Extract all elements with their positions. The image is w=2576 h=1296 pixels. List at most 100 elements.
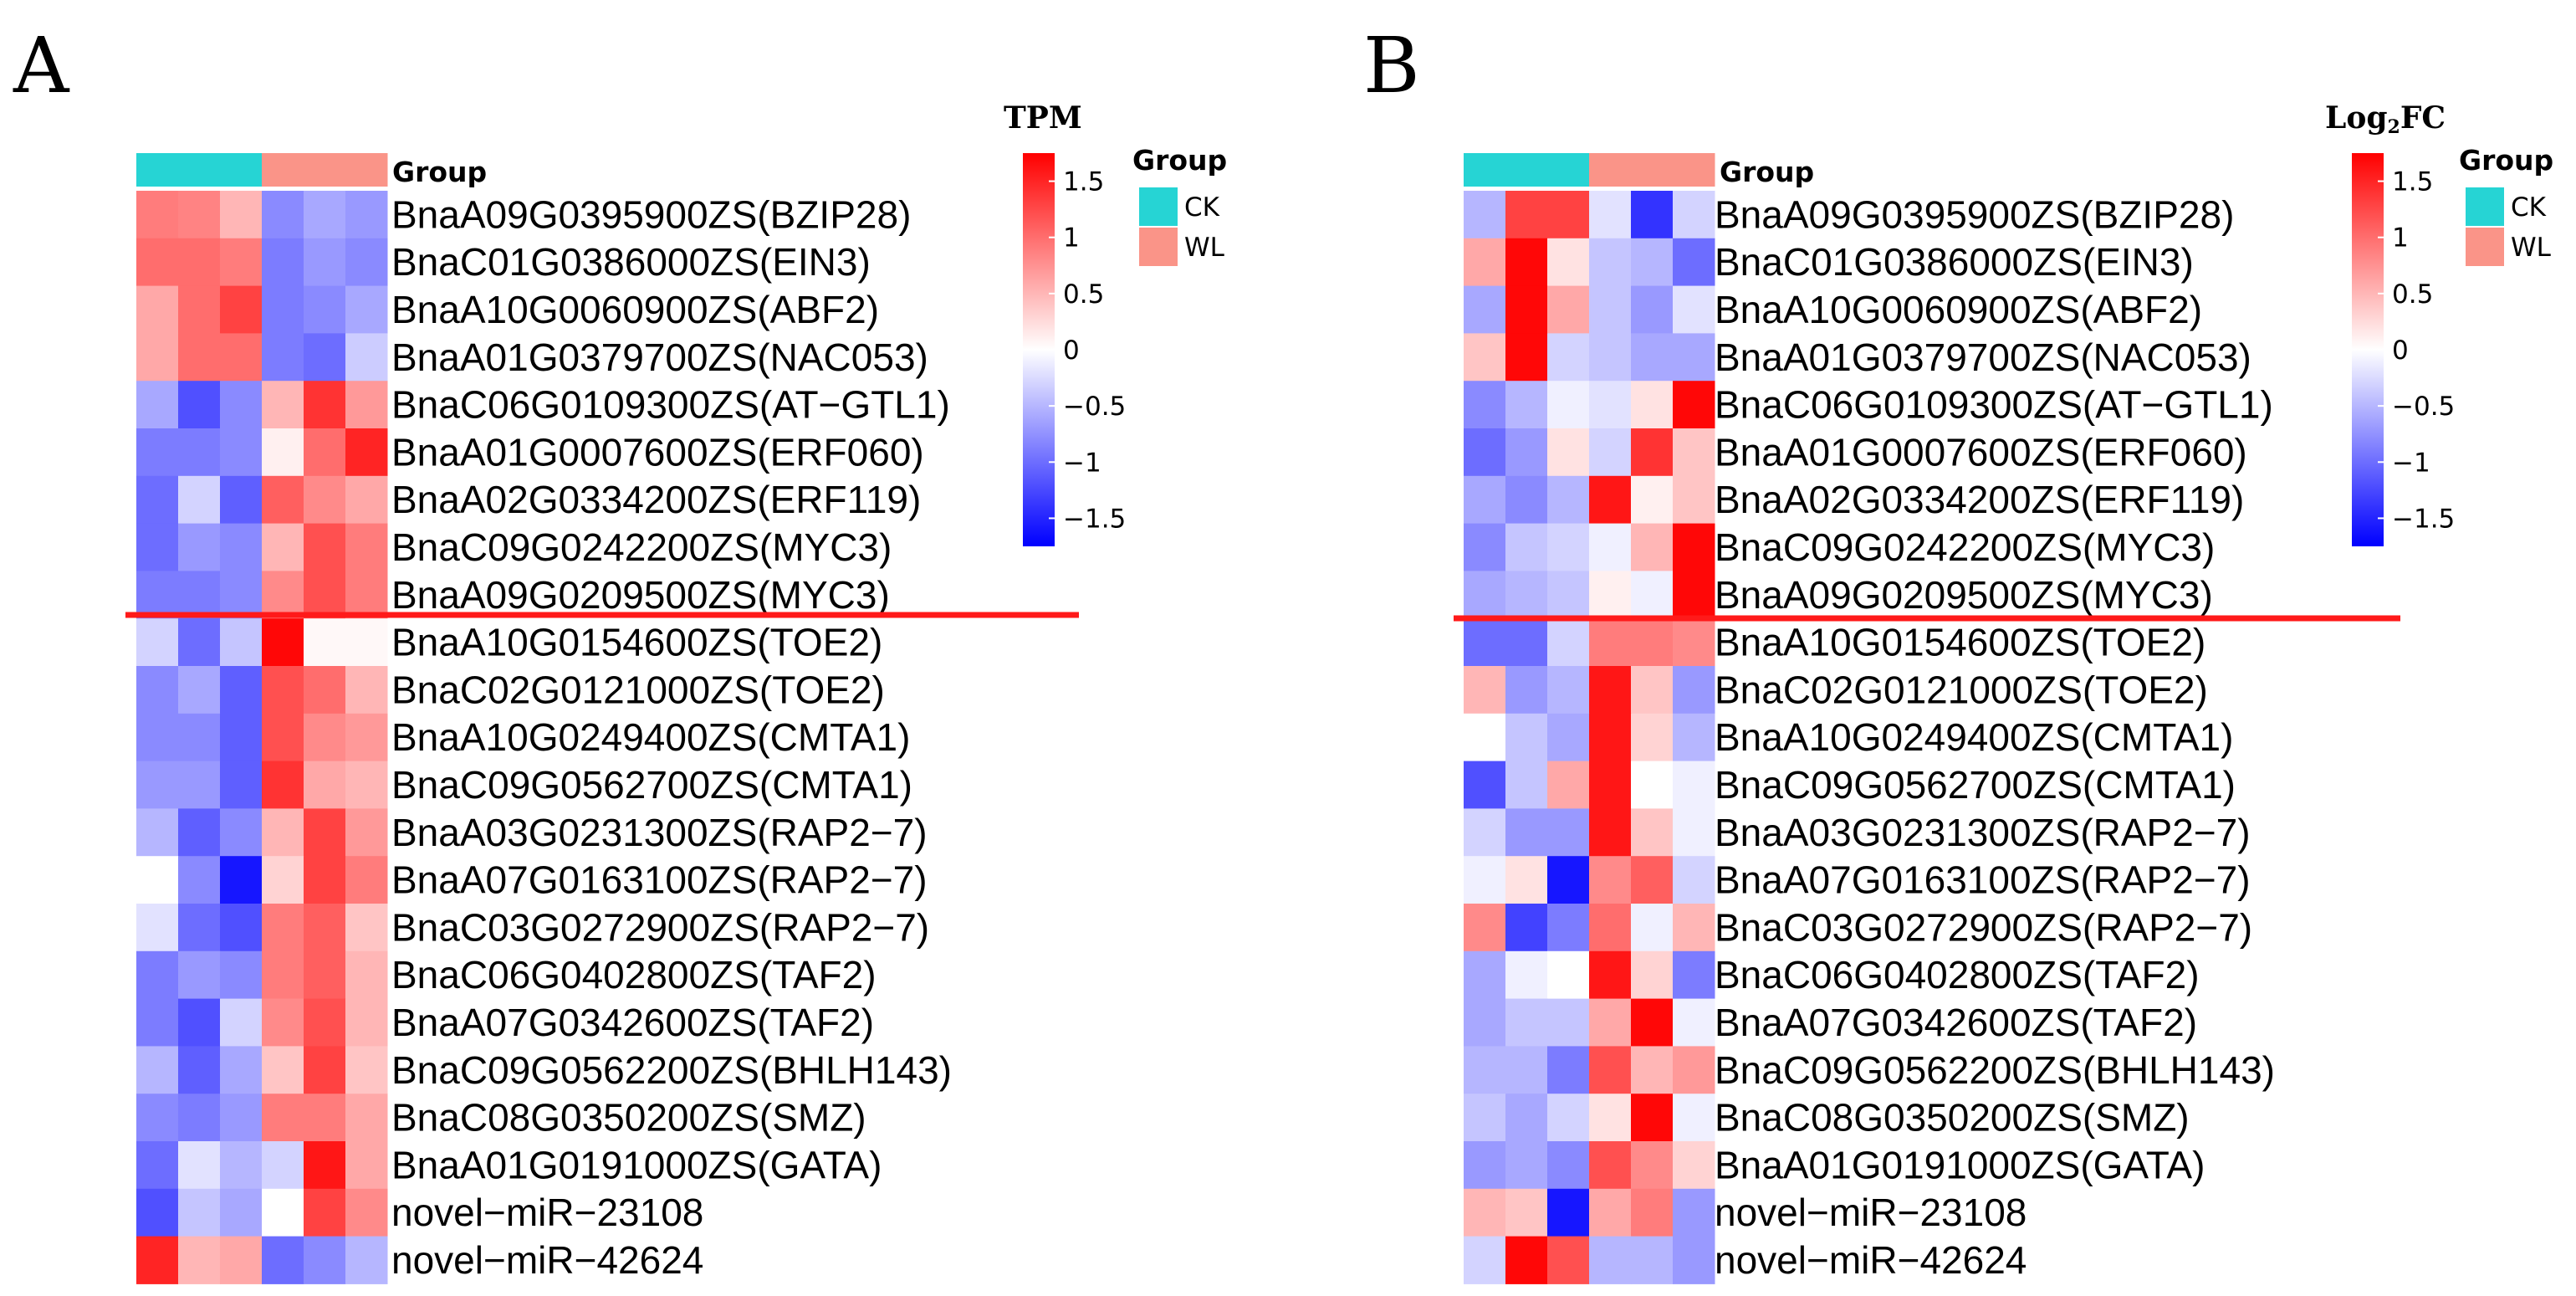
heatmap-cell (262, 618, 304, 667)
heatmap-cell (1547, 808, 1590, 857)
heatmap-cell (220, 428, 263, 477)
heatmap-cell (1547, 1188, 1590, 1237)
heatmap-cell (178, 666, 221, 715)
heatmap-cell (1673, 285, 1715, 334)
heatmap-cell (136, 381, 179, 429)
heatmap-cell (178, 238, 221, 287)
heatmap-cell (178, 428, 221, 477)
heatmap-cell (1589, 428, 1632, 477)
heatmap-cell (304, 381, 346, 429)
heatmap-cell (178, 523, 221, 571)
heatmap-cell (345, 1188, 388, 1237)
row-label: BnaC06G0402800ZS(TAF2) (1715, 953, 2200, 996)
row-label: BnaA02G0334200ZS(ERF119) (1715, 478, 2244, 521)
heatmap-cell (1673, 381, 1715, 429)
heatmap-cell (1673, 571, 1715, 619)
heatmap-cell (1631, 761, 1674, 809)
scale-tick-label: −1 (1063, 448, 1101, 478)
heatmap-cell (345, 666, 388, 715)
heatmap-cell (1547, 856, 1590, 904)
heatmap-cell (1505, 904, 1548, 952)
heatmap-cell (304, 571, 346, 619)
heatmap-cell (220, 1236, 263, 1284)
heatmap-cell (1631, 523, 1674, 571)
heatmap-cell (1464, 333, 1506, 382)
group-bar-cell (1505, 153, 1548, 187)
heatmap-cell (262, 666, 304, 715)
heatmap-cell (304, 1046, 346, 1094)
heatmap-cell (304, 1141, 346, 1190)
row-label: BnaC09G0242200ZS(MYC3) (391, 525, 892, 569)
heatmap-cell (136, 475, 179, 525)
heatmap-cell (220, 475, 263, 525)
heatmap-cell (1464, 285, 1506, 334)
heatmap-cell (178, 808, 221, 857)
heatmap-cell (304, 666, 346, 715)
heatmap-cell (304, 950, 346, 1000)
scale-tick-label: −1.5 (2392, 504, 2455, 534)
heatmap-cell (304, 761, 346, 809)
heatmap-cell (1547, 191, 1590, 239)
heatmap-cell (345, 1094, 388, 1142)
heatmap-cell (178, 618, 221, 667)
heatmap-cell (1505, 998, 1548, 1047)
row-label: BnaC08G0350200ZS(SMZ) (1715, 1096, 2190, 1140)
heatmap-cell (220, 1094, 263, 1142)
row-label: BnaA09G0395900ZS(BZIP28) (1715, 192, 2234, 236)
heatmap-cell (1631, 1141, 1674, 1190)
heatmap-cell (136, 950, 179, 1000)
row-label: BnaA01G0007600ZS(ERF060) (391, 430, 924, 474)
heatmap-cell (304, 1094, 346, 1142)
heatmap-cell (304, 191, 346, 239)
heatmap-cell (1505, 1094, 1548, 1142)
heatmap-cell (1589, 856, 1632, 904)
row-label: BnaA10G0249400ZS(CMTA1) (1715, 715, 2233, 759)
heatmap-cell (1505, 1188, 1548, 1237)
heatmap-cell (178, 950, 221, 1000)
heatmap-cell (1589, 998, 1632, 1047)
row-label: BnaA07G0342600ZS(TAF2) (1715, 1001, 2197, 1044)
heatmap-cell (1505, 285, 1548, 334)
row-label: BnaA02G0334200ZS(ERF119) (391, 478, 921, 521)
scale-tick-label: 0 (1063, 336, 1080, 366)
heatmap-cell (304, 523, 346, 571)
heatmap-cell (1547, 713, 1590, 762)
row-label: BnaC03G0272900ZS(RAP2−7) (1715, 905, 2252, 949)
heatmap-cell (1505, 1236, 1548, 1284)
heatmap-cell (1505, 761, 1548, 809)
scale-tick-label: 1.5 (1063, 167, 1104, 197)
heatmap-cell (1505, 238, 1548, 287)
group-bar-cell (1464, 153, 1506, 187)
row-label: BnaA07G0163100ZS(RAP2−7) (1715, 858, 2251, 902)
heatmap-cell (1505, 856, 1548, 904)
row-label: BnaC09G0562700ZS(CMTA1) (1715, 763, 2236, 807)
heatmap-cell (1464, 523, 1506, 571)
heatmap-cell (178, 381, 221, 429)
heatmap-cell (1589, 1236, 1632, 1284)
row-label: BnaA09G0209500ZS(MYC3) (1715, 573, 2213, 617)
heatmap-cell (1505, 1046, 1548, 1094)
heatmap-cell (1631, 571, 1674, 619)
heatmap-cell (178, 761, 221, 809)
heatmap-cell (136, 618, 179, 667)
heatmap-cell (1673, 950, 1715, 1000)
heatmap-cell (1505, 475, 1548, 525)
heatmap-cell (1464, 950, 1506, 1000)
heatmap-cell (178, 285, 221, 334)
panel-label-a: A (13, 21, 70, 110)
row-label: BnaC09G0562200ZS(BHLH143) (391, 1048, 952, 1092)
heatmap-cell (304, 285, 346, 334)
heatmap-cell (262, 523, 304, 571)
heatmap-cell (220, 761, 263, 809)
heatmap-cell (1547, 1236, 1590, 1284)
scale-tick-label: 1 (1063, 223, 1080, 254)
heatmap-cell (345, 808, 388, 857)
heatmap-cell (1673, 618, 1715, 667)
legend-swatch-ck (2466, 187, 2504, 226)
heatmap-cell (220, 1046, 263, 1094)
heatmap-cell (304, 1188, 346, 1237)
heatmap-cell (345, 191, 388, 239)
group-bar-cell (1589, 153, 1632, 187)
heatmap-cell (220, 808, 263, 857)
heatmap-cell (1673, 191, 1715, 239)
